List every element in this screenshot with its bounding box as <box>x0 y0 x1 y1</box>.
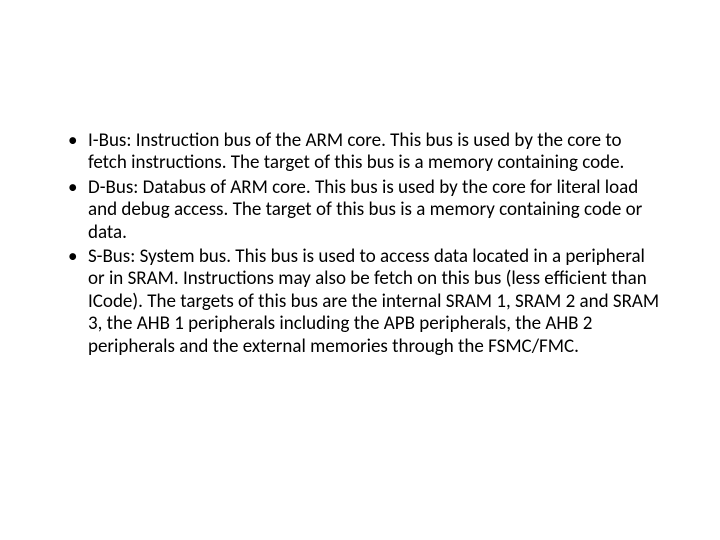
bullet-text: D-Bus: Databus of ARM core. This bus is … <box>88 176 642 244</box>
list-item: I-Bus: Instruction bus of the ARM core. … <box>60 130 660 175</box>
list-item: S-Bus: System bus. This bus is used to a… <box>60 246 660 358</box>
bullet-text: S-Bus: System bus. This bus is used to a… <box>88 245 659 358</box>
bullet-text: I-Bus: Instruction bus of the ARM core. … <box>88 129 624 174</box>
bullet-list: I-Bus: Instruction bus of the ARM core. … <box>60 130 660 358</box>
list-item: D-Bus: Databus of ARM core. This bus is … <box>60 177 660 244</box>
